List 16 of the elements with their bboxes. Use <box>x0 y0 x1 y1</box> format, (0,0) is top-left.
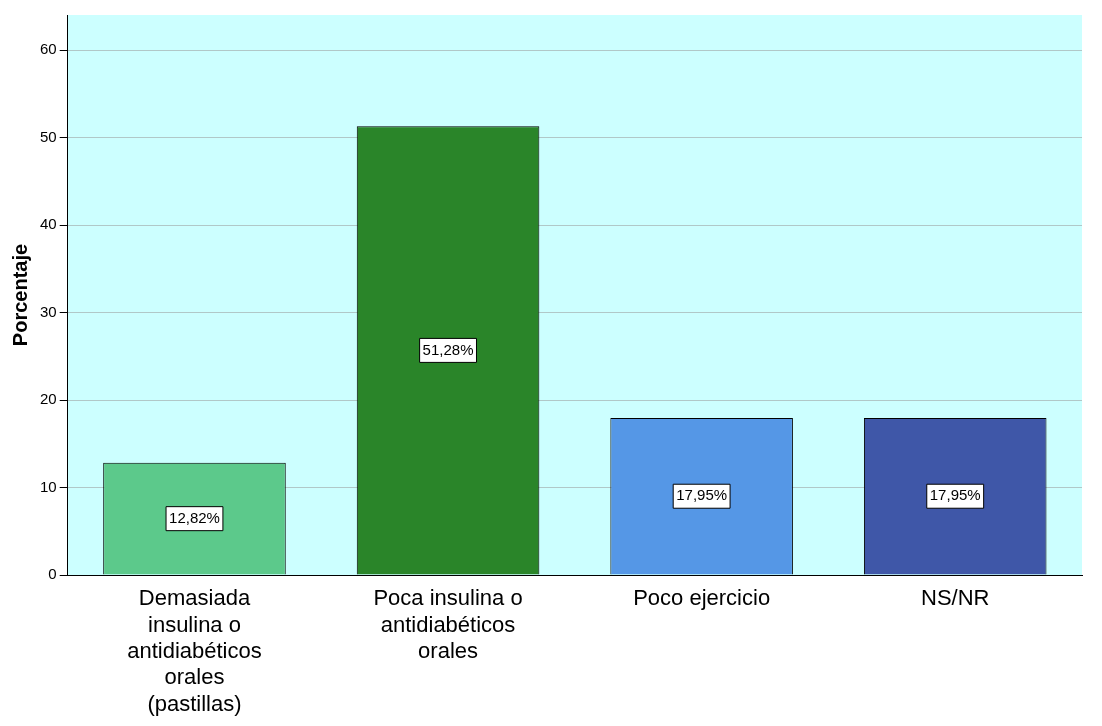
y-axis-title: Porcentaje <box>8 243 31 347</box>
data-label: 17,95% <box>929 486 981 504</box>
y-tick-label: 60 <box>40 40 57 58</box>
y-tick-label: 40 <box>40 215 57 233</box>
data-label: 17,95% <box>676 486 728 504</box>
x-tick-label: Poco ejercicio <box>633 585 771 611</box>
y-tick-label: 30 <box>40 302 57 320</box>
y-tick-label: 50 <box>40 127 57 145</box>
y-tick-label: 10 <box>40 477 57 495</box>
y-tick-label: 0 <box>48 565 57 583</box>
y-tick-label: 20 <box>40 390 57 408</box>
data-label: 12,82% <box>169 508 220 526</box>
x-tick-label: Demasiada insulina o antidiabéticos orales (pastillas) <box>127 585 262 716</box>
x-tick-label: NS/NR <box>920 585 990 611</box>
data-label: 51,28% <box>422 340 474 358</box>
x-tick-label: Poca insulina o antidiabéticos orales <box>373 585 523 664</box>
